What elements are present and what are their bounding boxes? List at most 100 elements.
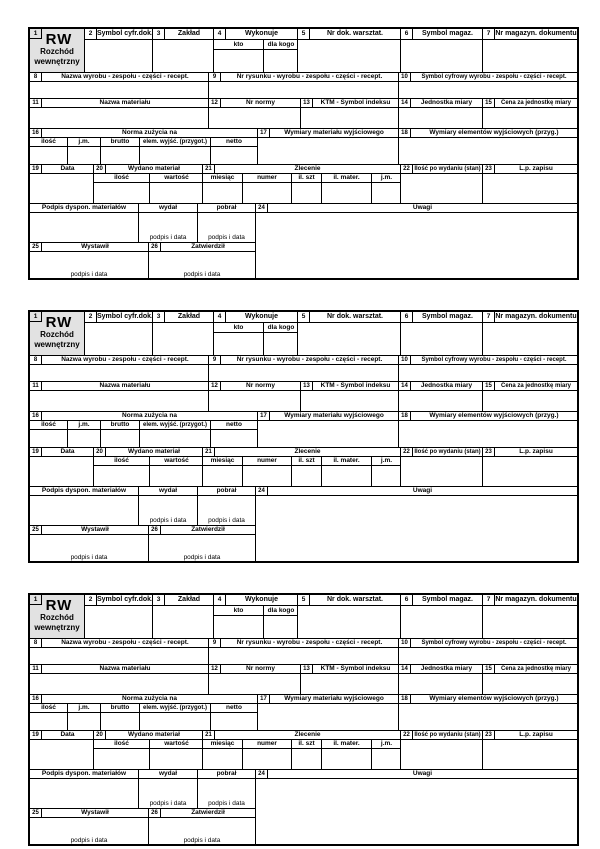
blank-cell bbox=[401, 457, 482, 486]
header-strip: 7 Nr magazyn. dokumentu bbox=[483, 312, 577, 323]
section-number: 3 bbox=[153, 312, 165, 322]
section-number: 20 bbox=[94, 448, 106, 456]
column-label-kto: kto bbox=[233, 607, 244, 614]
blank-cell bbox=[399, 421, 577, 447]
signatures-block: Podpis dyspon. materiałów wydał podpis i… bbox=[30, 770, 255, 845]
blank-cell bbox=[242, 183, 291, 203]
column-label-elem-wyjsc: elem. wyjść. (przygot.) bbox=[139, 138, 210, 146]
header-strip: 23 L.p. zapisu bbox=[483, 731, 577, 740]
blank-cell bbox=[139, 713, 210, 730]
header-strip: 25 Wystawił bbox=[30, 243, 148, 252]
signature-note: podpis i data bbox=[70, 554, 108, 561]
blank-cell bbox=[298, 606, 400, 638]
header-strip: 26 Zatwierdził bbox=[149, 243, 255, 252]
section-nazwa-wyrobu: 8 Nazwa wyrobu - zespołu - części - rece… bbox=[30, 73, 208, 98]
section-jednostka-miary: 14 Jednostka miary bbox=[398, 665, 482, 694]
header-strip: 20 Wydano materiał bbox=[94, 448, 202, 457]
section-label: L.p. zapisu bbox=[519, 165, 553, 172]
section-ktm-symbol-indeksu: 13 KTM - Symbol indeksu bbox=[300, 99, 398, 128]
section-number: 1 bbox=[30, 29, 42, 39]
section-number: 8 bbox=[30, 639, 42, 647]
section-wydano-material: 20 Wydano materiał ilość wartość bbox=[93, 731, 202, 769]
section-label: Symbol cyfr.dok. bbox=[97, 596, 152, 603]
section-number: 15 bbox=[483, 665, 495, 673]
blank-cell bbox=[30, 365, 208, 381]
section-number: 22 bbox=[401, 165, 413, 173]
section-wykonuje: 4 Wykonuje kto dla kogo bbox=[213, 312, 297, 355]
section-wykonuje: 4 Wykonuje kto dla kogo bbox=[213, 595, 297, 638]
section-number: 7 bbox=[483, 312, 495, 322]
section-label: wydał bbox=[158, 487, 178, 494]
section-zatwierdzil: 26 Zatwierdził podpis i data bbox=[148, 526, 255, 562]
header-strip: 10 Symbol cyfrowy wyrobu - zespołu - czę… bbox=[399, 639, 577, 648]
blank-cell bbox=[30, 457, 93, 486]
header-strip: 24 Uwagi bbox=[256, 770, 577, 779]
signature-cell: podpis i data bbox=[198, 213, 255, 242]
section-label: Norma zużycia na bbox=[122, 129, 177, 136]
blank-cell bbox=[210, 713, 257, 730]
section-label: Symbol magaz. bbox=[422, 30, 473, 37]
column-label-ilosc: ilość bbox=[114, 740, 129, 747]
header-strip: 26 Zatwierdził bbox=[149, 526, 255, 535]
blank-cell bbox=[263, 50, 297, 72]
form-code: RW bbox=[45, 31, 73, 48]
section-number: 1 bbox=[30, 312, 42, 322]
section-label: pobrał bbox=[216, 204, 237, 211]
header-strip: 14 Jednostka miary bbox=[399, 665, 482, 674]
signature-note: podpis i data bbox=[183, 837, 221, 844]
blank-cell bbox=[371, 749, 400, 769]
section-number: 9 bbox=[209, 639, 221, 647]
section-number: 19 bbox=[30, 165, 42, 173]
section-label: Wykonuje bbox=[245, 30, 278, 37]
blank-cell bbox=[399, 82, 577, 98]
section-number: 15 bbox=[483, 382, 495, 390]
section-label: Zatwierdził bbox=[191, 809, 225, 816]
blank-cell bbox=[258, 704, 398, 730]
header-strip: 5 Nr dok. warsztat. bbox=[298, 29, 400, 40]
section-number: 8 bbox=[30, 73, 42, 81]
form-code: RW bbox=[45, 597, 73, 614]
header-strip: 7 Nr magazyn. dokumentu bbox=[483, 29, 577, 40]
header-strip: 13 KTM - Symbol indeksu bbox=[301, 665, 398, 674]
section-symbol-magaz: 6 Symbol magaz. bbox=[400, 595, 482, 638]
signatures-block: Podpis dyspon. materiałów wydał podpis i… bbox=[30, 204, 255, 279]
section-lp-zapisu: 23 L.p. zapisu bbox=[482, 165, 577, 203]
column-label-jm: j.m. bbox=[371, 457, 400, 465]
column-label-wartosc: wartość bbox=[149, 740, 202, 748]
blank-cell bbox=[85, 323, 152, 355]
header-strip: 16 Norma zużycia na bbox=[30, 129, 257, 138]
blank-cell bbox=[30, 779, 138, 808]
column-label-jm: j.m. bbox=[371, 174, 400, 182]
blank-cell bbox=[401, 740, 482, 769]
signature-cell: podpis i data bbox=[139, 213, 197, 242]
section-uwagi: 24 Uwagi bbox=[255, 204, 577, 278]
section-cena-za-jednostke: 15 Cena za jednostkę miary bbox=[482, 382, 577, 411]
section-number: 26 bbox=[149, 243, 161, 251]
header-strip: 21 Zlecenie bbox=[203, 731, 400, 740]
blank-cell bbox=[210, 147, 257, 164]
section-label: Norma zużycia na bbox=[122, 412, 177, 419]
section-data: 19 Data bbox=[30, 448, 93, 486]
section-norma-zuzycia: 16 Norma zużycia na ilość j.m. brutto el… bbox=[30, 129, 257, 164]
section-number: 5 bbox=[298, 312, 310, 322]
section-nr-dok-warsztat: 5 Nr dok. warsztat. bbox=[297, 595, 400, 638]
blank-cell bbox=[263, 333, 297, 355]
row-zatwierdzenie: 25 Wystawił podpis i data 26 Zatwierdził… bbox=[30, 808, 255, 845]
header-strip: 9 Nr rysunku - wyrobu - zespołu - części… bbox=[209, 639, 398, 648]
section-label: Nr dok. warsztat. bbox=[326, 30, 383, 37]
header-strip: wydał bbox=[139, 204, 197, 213]
header-strip: Podpis dyspon. materiałów bbox=[30, 487, 138, 496]
section-symbol-magaz: 6 Symbol magaz. bbox=[400, 29, 482, 72]
blank-cell bbox=[85, 40, 152, 72]
signature-cell: podpis i data bbox=[139, 496, 197, 525]
section-label: Podpis dyspon. materiałów bbox=[41, 487, 127, 494]
section-number: 8 bbox=[30, 356, 42, 364]
row-product: 8 Nazwa wyrobu - zespołu - części - rece… bbox=[30, 72, 577, 98]
section-ilosc-po-wydaniu: 22 Ilość po wydaniu (stan) bbox=[400, 165, 482, 203]
section-podpis-dyspon: Podpis dyspon. materiałów bbox=[30, 770, 138, 808]
blank-cell bbox=[94, 749, 149, 769]
section-number: 10 bbox=[399, 639, 411, 647]
section-label: Uwagi bbox=[412, 770, 433, 777]
row-header: 1 RW Rozchód wewnętrzny 2 Symbol cyfr.do… bbox=[30, 312, 577, 355]
